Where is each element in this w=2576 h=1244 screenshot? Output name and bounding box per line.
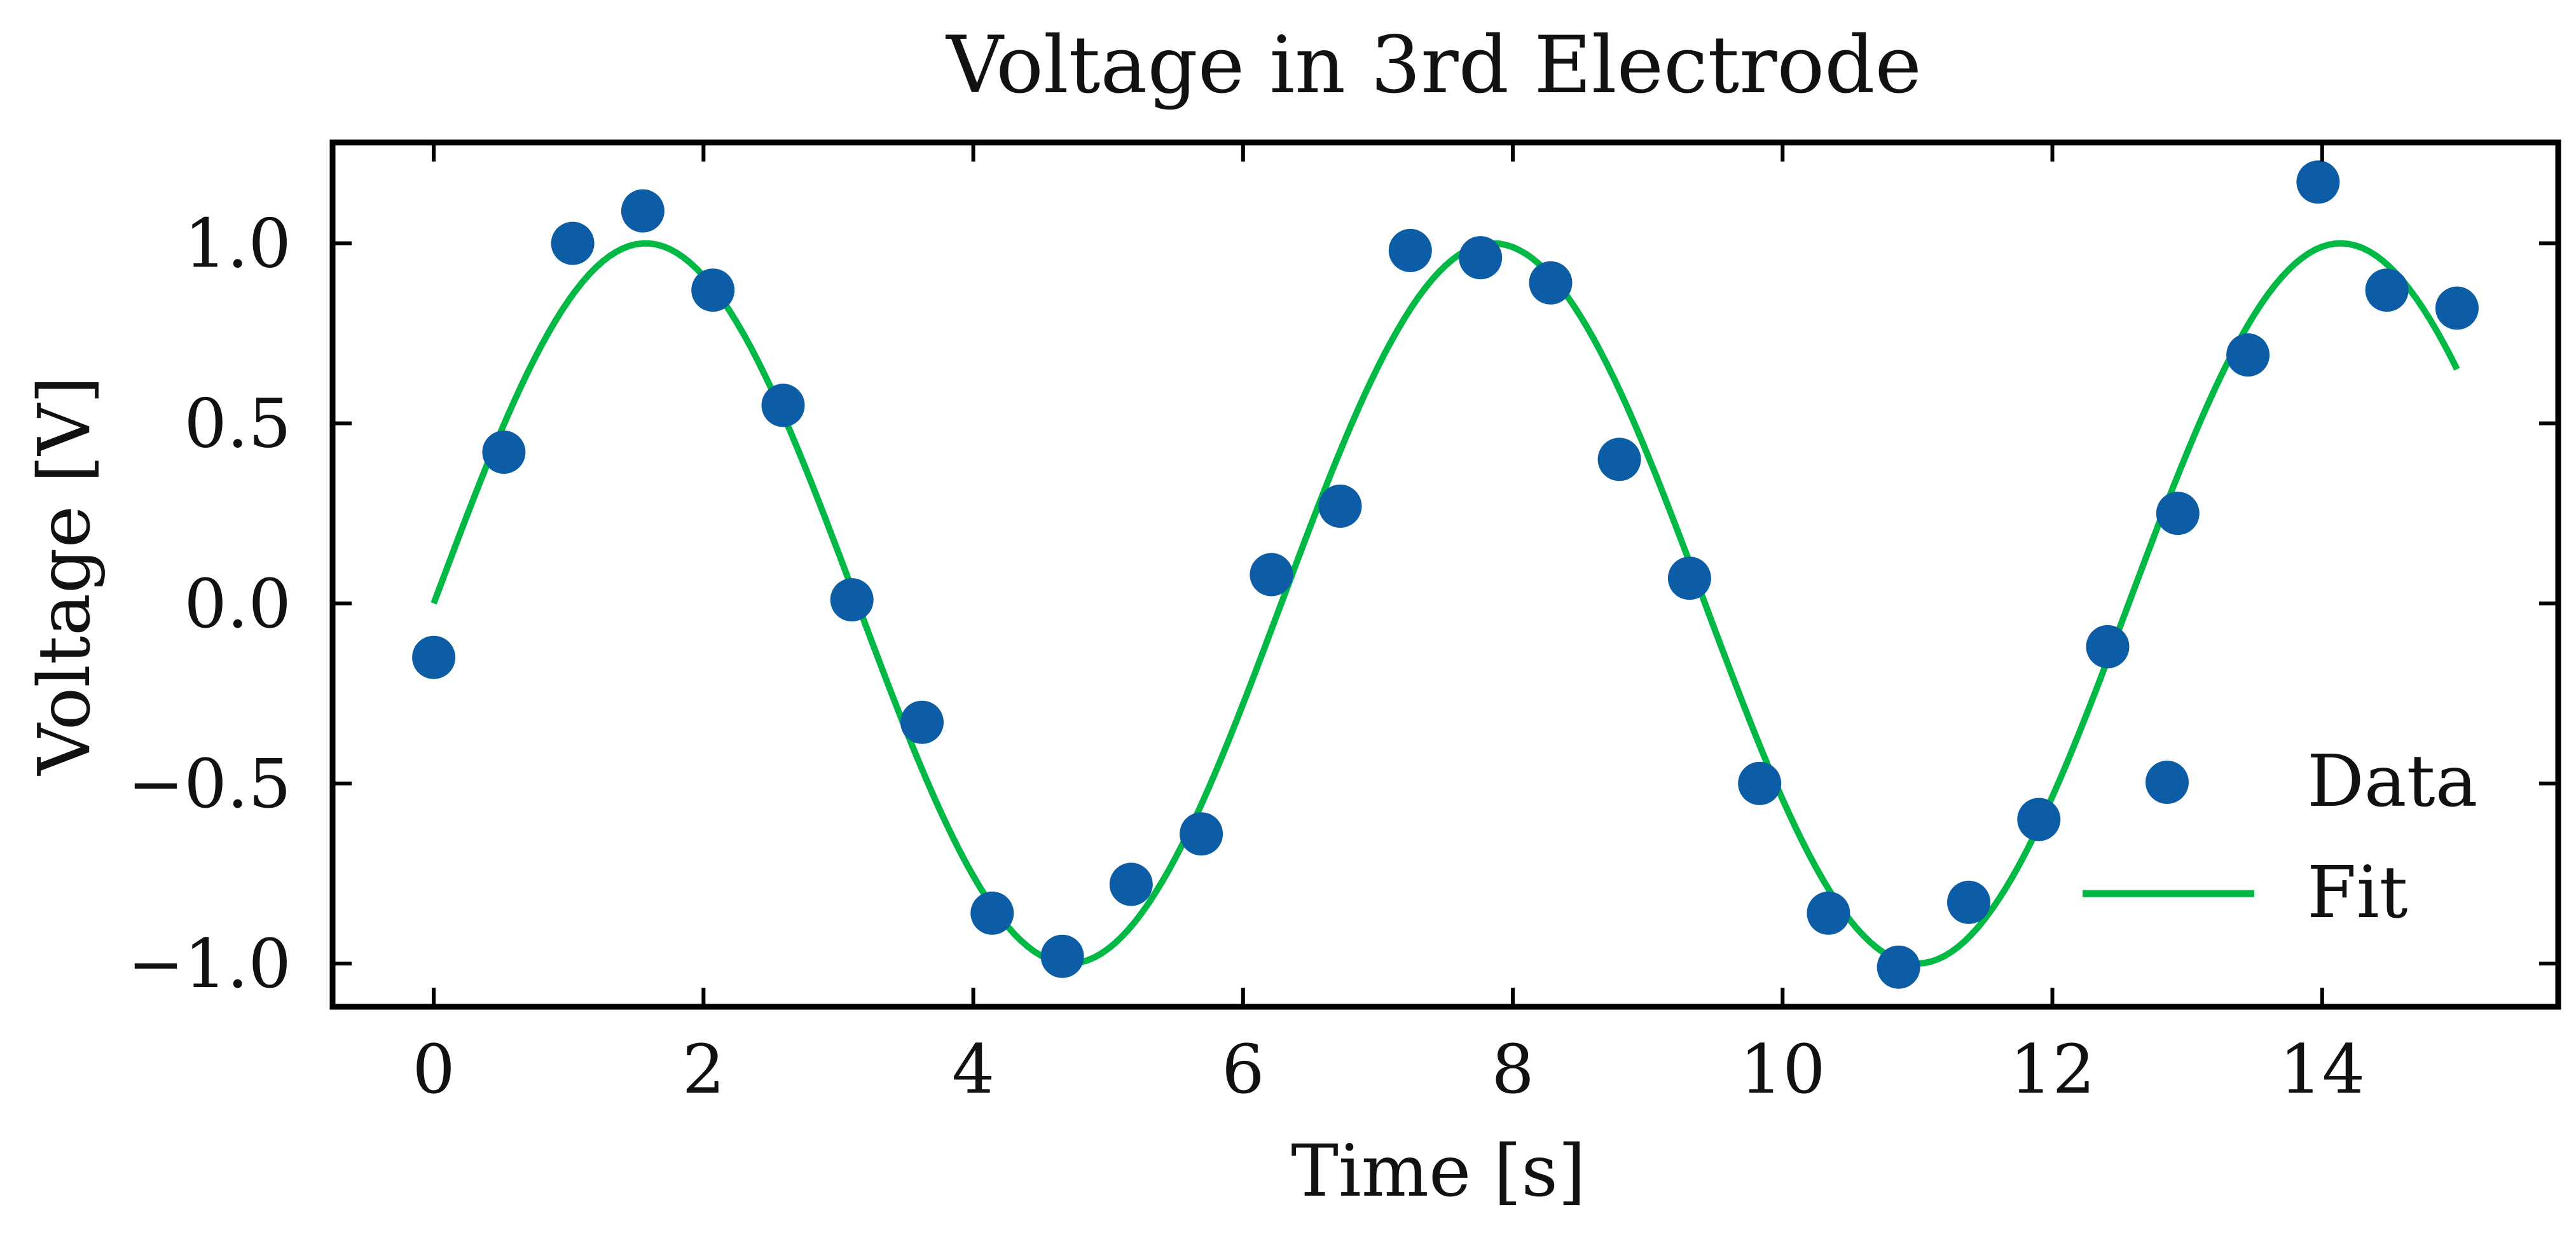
data-point-27 [2296,160,2340,204]
data-point-10 [1109,862,1153,906]
data-point-14 [1388,228,1432,272]
data-point-26 [2226,333,2270,377]
data-point-17 [1597,438,1641,481]
data-point-2 [551,221,595,265]
data-point-11 [1180,812,1223,856]
x-axis-ticks: 0 2 4 6 8 10 12 14 [412,142,2365,1109]
data-point-9 [1040,934,1084,978]
y-tick-label-4: 1.0 [184,205,291,283]
data-point-7 [900,700,944,744]
y-axis-label: Voltage [V] [24,376,106,776]
fit-line [430,240,2460,967]
x-tick-label-4: 8 [1491,1030,1534,1109]
x-tick-label-6: 12 [2009,1030,2095,1109]
x-tick-label-2: 4 [952,1030,995,1109]
legend-fit-label: Fit [2307,852,2408,934]
x-axis-label: Time [s] [1291,1130,1585,1213]
axes-frame [329,139,2561,1010]
fit-line-layer [430,240,2460,967]
plot-area [329,139,2561,1010]
chart-title: Voltage in 3rd Electrode [945,20,1922,111]
data-point-0 [412,635,456,679]
y-tick-label-2: 0.0 [184,565,291,643]
data-point-3 [621,189,665,233]
legend-data-label: Data [2307,740,2477,823]
x-tick-label-0: 0 [412,1030,455,1109]
data-point-12 [1250,553,1293,597]
data-point-15 [1459,236,1503,280]
y-tick-label-1: −0.5 [128,745,291,823]
data-point-29 [2435,286,2479,330]
data-point-5 [761,384,805,427]
x-tick-label-7: 14 [2279,1030,2365,1109]
data-point-6 [830,578,874,622]
x-tick-label-1: 2 [682,1030,725,1109]
data-point-13 [1318,484,1362,528]
y-axis-ticks: −1.0 −0.5 0.0 0.5 1.0 [128,205,2558,1003]
data-points-layer [412,160,2479,989]
data-point-16 [1529,261,1573,305]
data-point-19 [1738,761,1782,805]
data-point-4 [691,268,735,312]
legend: Data Fit [2083,740,2477,934]
data-point-24 [2086,625,2130,668]
y-tick-label-0: −1.0 [128,925,291,1003]
data-point-8 [970,891,1014,935]
data-point-23 [2017,798,2061,841]
data-point-20 [1807,891,1850,935]
legend-data-marker [2146,761,2189,804]
data-point-28 [2365,268,2409,312]
data-point-1 [482,431,526,474]
data-point-21 [1877,945,1920,989]
x-tick-label-3: 6 [1222,1030,1264,1109]
data-point-22 [1947,880,1990,924]
data-point-18 [1667,556,1711,600]
y-tick-label-3: 0.5 [184,385,291,463]
x-tick-label-5: 10 [1740,1030,1826,1109]
data-point-25 [2156,492,2200,536]
